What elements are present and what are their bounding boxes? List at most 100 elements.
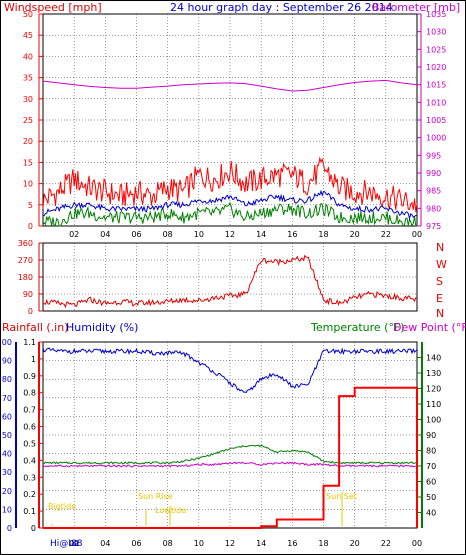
hour-tick-label: 02	[69, 230, 79, 239]
hour-tick-label: 00	[412, 539, 422, 548]
humidity-axis-title: Humidity (%)	[66, 321, 138, 334]
humidity-tick-label: 0	[7, 524, 12, 533]
hour-tick-label: 18	[318, 230, 328, 239]
windspeed-tick-label: 35	[23, 74, 33, 83]
temperature-tick-label: 50	[426, 493, 436, 502]
humidity-tick-label: 90	[2, 357, 12, 366]
rain-tick-label: 0.8	[23, 389, 36, 398]
barometer-tick-label: 1000	[426, 134, 446, 143]
humidity-tick-label: 40	[2, 450, 12, 459]
bigtide-annotation: Bigtide	[48, 502, 76, 511]
windspeed-tick-label: 20	[23, 137, 33, 146]
rain-tick-label: 0.5	[23, 439, 36, 448]
humidity-tick-label: 30	[2, 468, 12, 477]
barometer-line	[42, 79, 418, 92]
lowtide-annotation: Lowtide	[155, 506, 186, 515]
hour-tick-label: 04	[100, 230, 110, 239]
hour-tick-label: 02	[69, 539, 79, 548]
rain-humidity-temperature-panel: 010203040506070809010000.10.20.30.40.50.…	[0, 338, 441, 548]
hour-tick-label: 18	[318, 539, 328, 548]
windspeed-tick-label: 50	[23, 10, 33, 19]
hour-tick-label: 22	[381, 539, 391, 548]
hour-tick-label: 04	[100, 539, 110, 548]
hour-tick-label: 22	[381, 230, 391, 239]
compass-label-n-top: N	[436, 241, 444, 254]
temperature-tick-label: 60	[426, 478, 436, 487]
hour-tick-label: 12	[225, 539, 235, 548]
windspeed-tick-label: 5	[28, 201, 33, 210]
rain-tick-label: 0.7	[23, 406, 36, 415]
windspeed-tick-label: 0	[28, 222, 33, 231]
hour-tick-label: 10	[194, 230, 204, 239]
rain-tick-label: 0.3	[23, 473, 36, 482]
compass-label-s: S	[436, 275, 443, 288]
barometer-tick-label: 995	[426, 151, 441, 160]
windspeed-tick-label: 30	[23, 95, 33, 104]
windspeed-tick-label: 10	[23, 180, 33, 189]
temperature-tick-label: 120	[426, 385, 441, 394]
direction-tick-label: 180	[18, 273, 33, 282]
compass-labels: N W S E N	[436, 241, 447, 320]
rain-tick-label: 0	[31, 524, 36, 533]
hour-tick-label: 00	[412, 230, 422, 239]
rain-tick-label: 0.9	[23, 372, 36, 381]
wind-barometer-panel: 0510152025303540455097598098599099510001…	[23, 10, 447, 239]
hour-tick-label: 08	[163, 230, 173, 239]
temperature-tick-label: 130	[426, 369, 441, 378]
humidity-tick-label: 50	[2, 431, 12, 440]
windspeed-tick-label: 40	[23, 52, 33, 61]
windspeed-tick-label: 45	[23, 31, 33, 40]
rain-tick-label: 0.4	[23, 456, 36, 465]
humidity-tick-label: 70	[2, 394, 12, 403]
temperature-tick-label: 110	[426, 400, 441, 409]
barometer-axis-title: Barometer [mb]	[372, 1, 460, 14]
temperature-tick-label: 100	[426, 416, 441, 425]
barometer-tick-label: 1030	[426, 28, 446, 37]
graph-title: 24 hour graph day : September 26 2014	[170, 1, 393, 14]
hour-tick-label: 20	[350, 230, 360, 239]
sun-rise-annotation: Sun Rise	[138, 492, 173, 501]
rain-tick-label: 1.1	[23, 338, 36, 347]
high-low-label: Hi@Lo	[50, 539, 79, 549]
temperature-tick-label: 40	[426, 509, 436, 518]
hour-tick-label: 06	[131, 539, 141, 548]
barometer-tick-label: 980	[426, 204, 441, 213]
temperature-tick-label: 90	[426, 431, 436, 440]
temperature-axis-title: Temperature (°F)	[310, 321, 405, 334]
barometer-tick-label: 1005	[426, 116, 446, 125]
rain-tick-label: 1	[31, 355, 36, 364]
barometer-tick-label: 1020	[426, 63, 446, 72]
humidity-tick-label: 100	[0, 338, 12, 347]
wind-gust-line	[42, 156, 418, 212]
hour-tick-label: 16	[287, 230, 297, 239]
barometer-tick-label: 1015	[426, 81, 446, 90]
humidity-line	[42, 347, 418, 394]
temperature-tick-label: 70	[426, 462, 436, 471]
wind-avg-line	[42, 189, 418, 221]
barometer-tick-label: 1035	[426, 10, 446, 19]
temperature-tick-label: 140	[426, 354, 441, 363]
wind-min-line	[42, 201, 418, 228]
hour-tick-label: 10	[194, 539, 204, 548]
hour-tick-label: 08	[163, 539, 173, 548]
temperature-line	[43, 444, 418, 465]
humidity-tick-label: 20	[2, 487, 12, 496]
windspeed-tick-label: 25	[23, 116, 33, 125]
barometer-tick-label: 975	[426, 222, 441, 231]
barometer-tick-label: 990	[426, 169, 441, 178]
barometer-tick-label: 1010	[426, 98, 446, 107]
direction-tick-label: 360	[18, 239, 33, 248]
hour-tick-label: 16	[287, 539, 297, 548]
dewpoint-line	[42, 461, 418, 468]
barometer-tick-label: 985	[426, 187, 441, 196]
rain-tick-label: 0.6	[23, 423, 36, 432]
humidity-tick-label: 10	[2, 505, 12, 514]
rainfall-axis-title: Rainfall (.in)	[2, 321, 69, 334]
humidity-tick-label: 80	[2, 375, 12, 384]
rain-tick-label: 0.1	[23, 507, 36, 516]
compass-label-e: E	[436, 292, 443, 305]
hour-tick-label: 14	[256, 230, 266, 239]
direction-tick-label: 0	[28, 307, 33, 316]
wind-direction-line	[42, 254, 418, 309]
